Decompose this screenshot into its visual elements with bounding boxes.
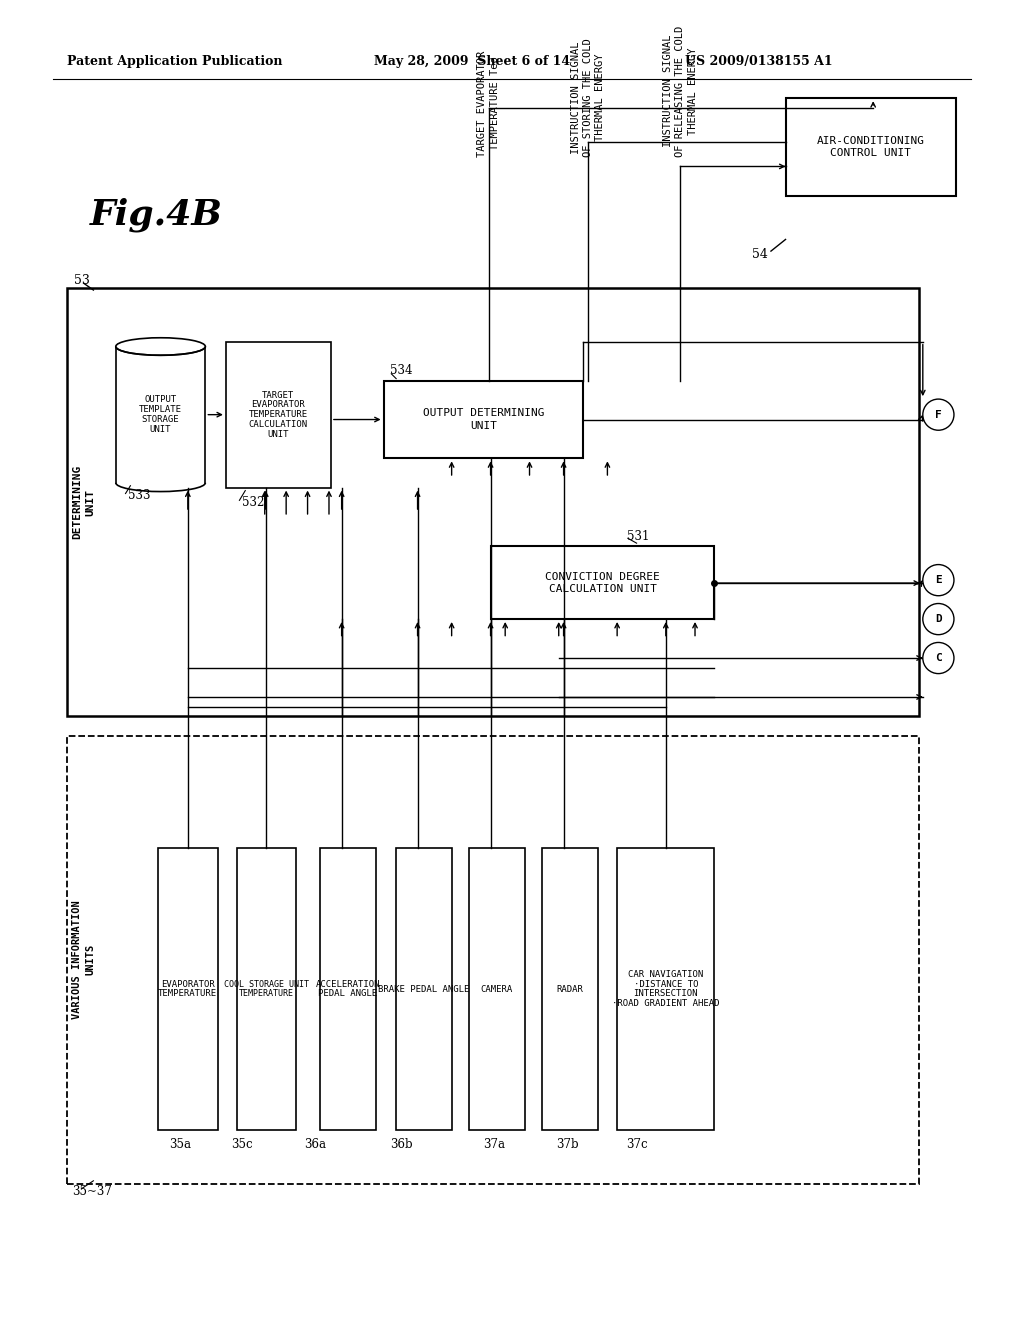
Text: UNIT: UNIT xyxy=(267,430,289,438)
Text: UNIT: UNIT xyxy=(150,425,171,434)
Circle shape xyxy=(923,399,954,430)
Text: CAR NAVIGATION: CAR NAVIGATION xyxy=(628,970,703,979)
Text: 534: 534 xyxy=(390,364,413,378)
Bar xyxy=(542,847,598,1130)
Text: TEMPLATE: TEMPLATE xyxy=(139,405,182,414)
Text: COOL STORAGE UNIT: COOL STORAGE UNIT xyxy=(224,979,309,989)
Text: 37a: 37a xyxy=(483,1138,506,1151)
Text: RADAR: RADAR xyxy=(556,985,584,994)
Text: CALCULATION: CALCULATION xyxy=(249,420,308,429)
Circle shape xyxy=(923,643,954,673)
Text: ·ROAD GRADIENT AHEAD: ·ROAD GRADIENT AHEAD xyxy=(612,999,720,1008)
Text: INTERSECTION: INTERSECTION xyxy=(634,990,698,998)
Text: 54: 54 xyxy=(753,248,768,260)
Text: 35a: 35a xyxy=(169,1138,191,1151)
Bar xyxy=(238,847,296,1130)
Text: Patent Application Publication: Patent Application Publication xyxy=(68,55,283,67)
Text: F: F xyxy=(935,409,942,420)
Text: Fig.4B: Fig.4B xyxy=(89,198,222,232)
Text: OUTPUT: OUTPUT xyxy=(144,396,177,404)
Bar xyxy=(158,847,218,1130)
Text: CALCULATION UNIT: CALCULATION UNIT xyxy=(549,583,656,594)
Text: E: E xyxy=(935,576,942,585)
Text: STORAGE: STORAGE xyxy=(141,414,179,424)
Text: VARIOUS INFORMATION
UNITS: VARIOUS INFORMATION UNITS xyxy=(72,900,95,1019)
Text: BRAKE PEDAL ANGLE: BRAKE PEDAL ANGLE xyxy=(378,985,470,994)
Text: C: C xyxy=(935,653,942,663)
Bar xyxy=(68,288,919,717)
Text: DETERMINING
UNIT: DETERMINING UNIT xyxy=(72,465,95,540)
Bar xyxy=(617,847,715,1130)
Circle shape xyxy=(923,603,954,635)
Text: TEMPERATURE: TEMPERATURE xyxy=(249,411,308,420)
Text: TEMPERATURE: TEMPERATURE xyxy=(159,990,217,998)
Text: D: D xyxy=(935,614,942,624)
Text: INSTRUCTION SIGNAL
OF RELEASING THE COLD
THERMAL ENERGY: INSTRUCTION SIGNAL OF RELEASING THE COLD… xyxy=(663,25,697,157)
Text: 36a: 36a xyxy=(304,1138,327,1151)
Text: TEMPERATURE: TEMPERATURE xyxy=(240,989,294,998)
Bar xyxy=(226,342,331,487)
Text: 531: 531 xyxy=(627,529,649,543)
Text: INSTRUCTION SIGNAL
OF STORING THE COLD
THERMAL ENERGY: INSTRUCTION SIGNAL OF STORING THE COLD T… xyxy=(570,38,605,157)
Text: TARGET EVAPORATOR
TEMPERATURE Teo: TARGET EVAPORATOR TEMPERATURE Teo xyxy=(477,50,500,157)
Text: 35~37: 35~37 xyxy=(72,1185,112,1199)
Bar xyxy=(490,546,715,619)
Text: EVAPORATOR: EVAPORATOR xyxy=(252,400,305,409)
Text: 35c: 35c xyxy=(231,1138,253,1151)
Text: ·DISTANCE TO: ·DISTANCE TO xyxy=(634,979,698,989)
Bar xyxy=(384,380,583,458)
Bar xyxy=(321,847,376,1130)
Bar xyxy=(68,737,919,1184)
Ellipse shape xyxy=(116,338,206,355)
Text: 37b: 37b xyxy=(556,1138,579,1151)
Text: 53: 53 xyxy=(74,273,90,286)
Text: PEDAL ANGLE: PEDAL ANGLE xyxy=(318,990,378,998)
Text: 37c: 37c xyxy=(626,1138,647,1151)
Text: UNIT: UNIT xyxy=(470,421,497,430)
Text: 533: 533 xyxy=(128,488,151,502)
Bar xyxy=(469,847,524,1130)
Bar xyxy=(396,847,452,1130)
Circle shape xyxy=(923,565,954,595)
Text: US 2009/0138155 A1: US 2009/0138155 A1 xyxy=(685,55,833,67)
Text: CONTROL UNIT: CONTROL UNIT xyxy=(830,148,911,158)
Text: 36b: 36b xyxy=(390,1138,413,1151)
Text: CONVICTION DEGREE: CONVICTION DEGREE xyxy=(545,572,659,582)
Text: CAMERA: CAMERA xyxy=(481,985,513,994)
Text: TARGET: TARGET xyxy=(262,391,295,400)
Text: OUTPUT DETERMINING: OUTPUT DETERMINING xyxy=(423,408,544,418)
Text: ACCELERATION: ACCELERATION xyxy=(315,979,380,989)
Text: AIR-CONDITIONING: AIR-CONDITIONING xyxy=(817,136,925,147)
Bar xyxy=(785,98,956,195)
Text: EVAPORATOR: EVAPORATOR xyxy=(161,979,215,989)
Text: 532: 532 xyxy=(243,496,265,508)
Text: May 28, 2009  Sheet 6 of 14: May 28, 2009 Sheet 6 of 14 xyxy=(374,55,570,67)
